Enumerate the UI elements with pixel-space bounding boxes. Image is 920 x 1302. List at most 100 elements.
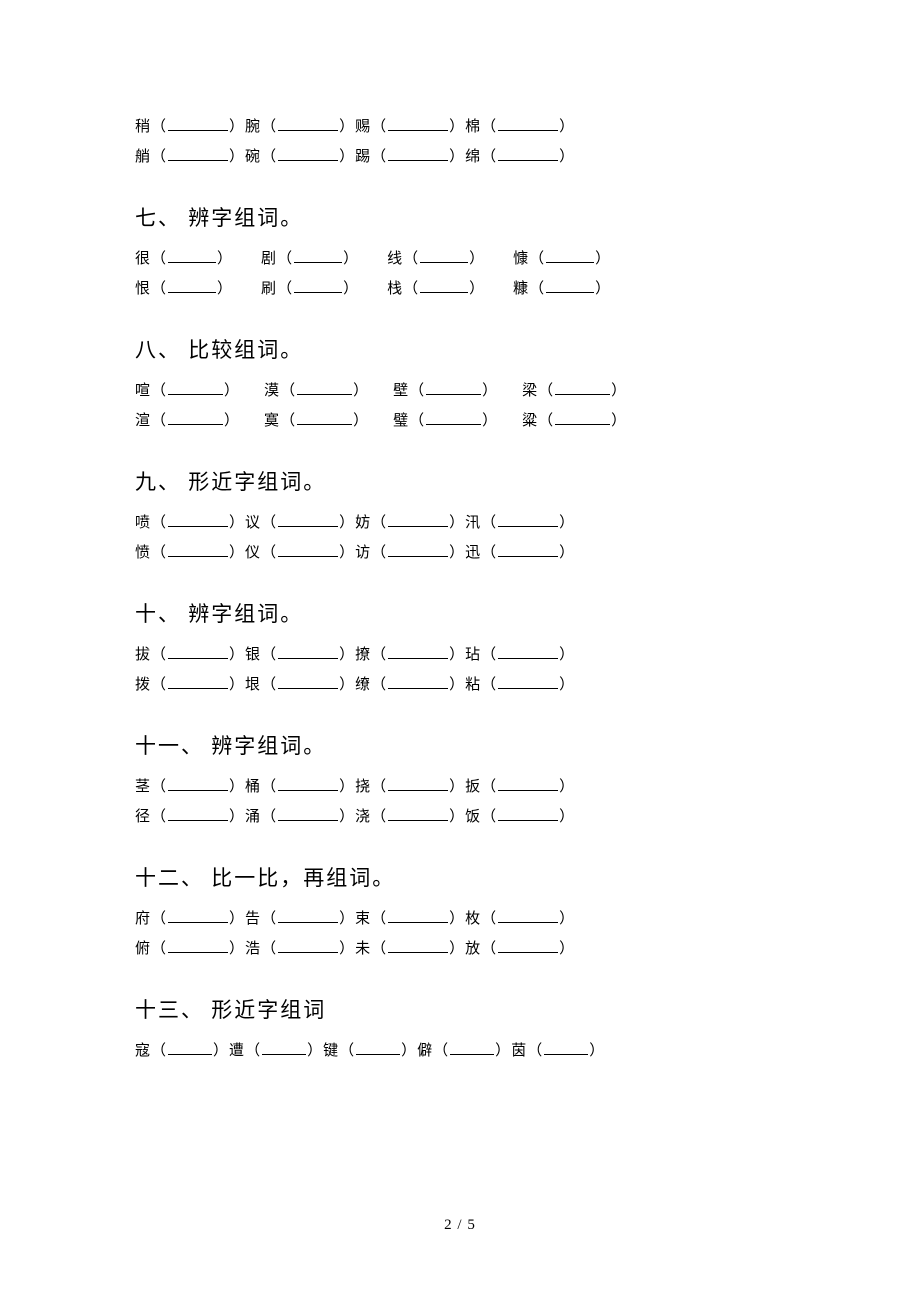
exercise-section: 十一、 辨字组词。茎（）桶（）挠（）扳（）径（）涌（）浇（）饭（） <box>135 730 790 832</box>
answer-blank[interactable] <box>278 805 338 821</box>
answer-blank[interactable] <box>388 115 448 131</box>
answer-blank[interactable] <box>388 907 448 923</box>
hanzi-char: 径 <box>135 809 151 825</box>
answer-blank[interactable] <box>498 115 558 131</box>
answer-blank[interactable] <box>168 775 228 791</box>
hanzi-char: 遭 <box>229 1043 245 1059</box>
answer-blank[interactable] <box>168 937 228 953</box>
hanzi-char: 缭 <box>355 677 371 693</box>
answer-blank[interactable] <box>168 805 228 821</box>
answer-blank[interactable] <box>168 643 228 659</box>
answer-blank[interactable] <box>388 643 448 659</box>
answer-blank[interactable] <box>498 937 558 953</box>
hanzi-char: 束 <box>355 911 371 927</box>
answer-blank[interactable] <box>498 805 558 821</box>
paren-open: （ <box>261 779 277 795</box>
paren-open: （ <box>481 911 497 927</box>
hanzi-char: 刷 <box>261 281 277 297</box>
answer-blank[interactable] <box>168 247 216 263</box>
answer-blank[interactable] <box>168 541 228 557</box>
paren-open: （ <box>261 149 277 165</box>
answer-blank[interactable] <box>278 145 338 161</box>
answer-blank[interactable] <box>168 145 228 161</box>
answer-blank[interactable] <box>278 541 338 557</box>
answer-blank[interactable] <box>168 673 228 689</box>
answer-blank[interactable] <box>498 541 558 557</box>
answer-blank[interactable] <box>498 907 558 923</box>
answer-blank[interactable] <box>546 247 594 263</box>
paren-close: ） <box>469 251 485 267</box>
hanzi-char: 桶 <box>245 779 261 795</box>
hanzi-char: 渲 <box>135 413 151 429</box>
answer-blank[interactable] <box>498 643 558 659</box>
paren-open: （ <box>481 647 497 663</box>
answer-blank[interactable] <box>426 409 481 425</box>
answer-blank[interactable] <box>262 1039 306 1055</box>
answer-blank[interactable] <box>168 907 228 923</box>
paren-open: （ <box>371 911 387 927</box>
answer-blank[interactable] <box>544 1039 588 1055</box>
answer-blank[interactable] <box>168 379 223 395</box>
answer-blank[interactable] <box>388 511 448 527</box>
paren-close: ） <box>449 941 465 957</box>
paren-close: ） <box>339 941 355 957</box>
answer-blank[interactable] <box>297 409 352 425</box>
answer-blank[interactable] <box>168 511 228 527</box>
answer-blank[interactable] <box>278 511 338 527</box>
paren-close: ） <box>339 545 355 561</box>
paren-open: （ <box>433 1043 449 1059</box>
answer-blank[interactable] <box>356 1039 400 1055</box>
answer-blank[interactable] <box>498 775 558 791</box>
paren-close: ） <box>339 677 355 693</box>
hanzi-char: 访 <box>355 545 371 561</box>
paren-open: （ <box>481 515 497 531</box>
hanzi-char: 粘 <box>465 677 481 693</box>
hanzi-char: 腕 <box>245 119 261 135</box>
answer-blank[interactable] <box>278 937 338 953</box>
answer-blank[interactable] <box>388 937 448 953</box>
answer-blank[interactable] <box>388 541 448 557</box>
hanzi-char: 挠 <box>355 779 371 795</box>
answer-blank[interactable] <box>278 673 338 689</box>
answer-blank[interactable] <box>388 805 448 821</box>
answer-blank[interactable] <box>420 247 468 263</box>
answer-blank[interactable] <box>168 277 216 293</box>
answer-blank[interactable] <box>426 379 481 395</box>
paren-open: （ <box>151 413 167 429</box>
answer-blank[interactable] <box>498 673 558 689</box>
answer-blank[interactable] <box>388 145 448 161</box>
answer-blank[interactable] <box>278 115 338 131</box>
answer-blank[interactable] <box>294 247 342 263</box>
paren-close: ） <box>343 251 359 267</box>
paren-close: ） <box>611 383 627 399</box>
answer-blank[interactable] <box>168 1039 212 1055</box>
paren-open: （ <box>481 149 497 165</box>
answer-blank[interactable] <box>294 277 342 293</box>
hanzi-char: 愤 <box>135 545 151 561</box>
answer-blank[interactable] <box>450 1039 494 1055</box>
answer-blank[interactable] <box>388 775 448 791</box>
answer-blank[interactable] <box>168 409 223 425</box>
section-title: 十二、 比一比，再组词。 <box>135 862 790 892</box>
answer-blank[interactable] <box>297 379 352 395</box>
answer-blank[interactable] <box>420 277 468 293</box>
answer-blank[interactable] <box>555 379 610 395</box>
answer-blank[interactable] <box>388 673 448 689</box>
section-title: 七、 辨字组词。 <box>135 202 790 232</box>
answer-blank[interactable] <box>278 643 338 659</box>
hanzi-char: 栈 <box>387 281 403 297</box>
paren-open: （ <box>261 677 277 693</box>
answer-blank[interactable] <box>546 277 594 293</box>
exercise-row: 拔（）银（）撩（）玷（） <box>135 640 790 670</box>
answer-blank[interactable] <box>168 115 228 131</box>
answer-blank[interactable] <box>278 775 338 791</box>
paren-close: ） <box>229 545 245 561</box>
hanzi-char: 璧 <box>393 413 409 429</box>
answer-blank[interactable] <box>498 511 558 527</box>
hanzi-char: 恨 <box>135 281 151 297</box>
hanzi-char: 浇 <box>355 809 371 825</box>
answer-blank[interactable] <box>498 145 558 161</box>
paren-close: ） <box>482 413 498 429</box>
answer-blank[interactable] <box>555 409 610 425</box>
answer-blank[interactable] <box>278 907 338 923</box>
